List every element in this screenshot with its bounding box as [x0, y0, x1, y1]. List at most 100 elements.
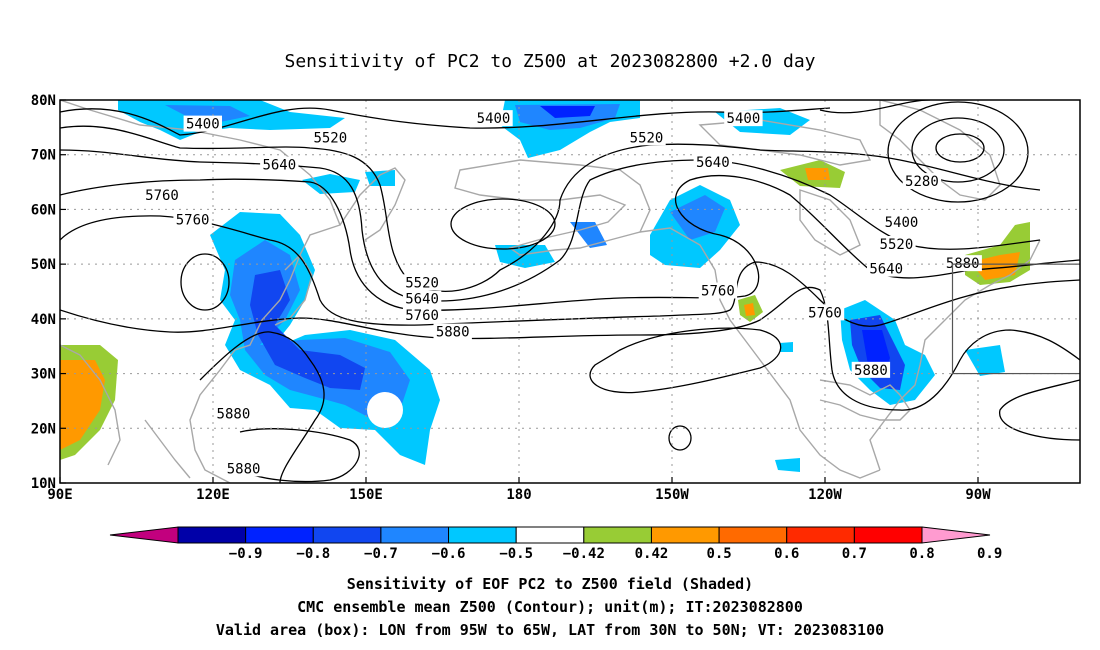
- contour-line: [60, 125, 1041, 293]
- colorbar-swatch: [448, 526, 517, 544]
- coast-asia-east: [60, 100, 341, 483]
- contour-label-bg: [851, 361, 891, 378]
- shade-neg-nwpac-c: [250, 270, 365, 390]
- contour-label-bg: [433, 323, 472, 340]
- contour-label-bg: [173, 211, 212, 228]
- shade-neg-arctic-1b: [165, 105, 250, 122]
- shade-hole: [367, 392, 403, 428]
- colorbar-swatch: [786, 526, 855, 544]
- colorbar-label: −0.42: [563, 546, 605, 562]
- contour-label: 5760: [808, 305, 842, 321]
- contour-label: 5760: [405, 308, 439, 324]
- colorbar-swatch: [853, 526, 923, 544]
- shade-pos-india-b: [60, 360, 105, 450]
- colorbar-label: −0.9: [229, 546, 263, 562]
- contour-low-center: [450, 198, 556, 250]
- coast-kamchatka: [339, 167, 406, 241]
- contour-label-bg: [402, 307, 442, 324]
- lat-tick-label: 80N: [31, 93, 56, 109]
- caption-line-1: Sensitivity of EOF PC2 to Z500 field (Sh…: [347, 575, 753, 593]
- contour-label-bg: [867, 260, 906, 277]
- lat-tick-label: 40N: [31, 312, 56, 328]
- latitude-tick-labels: 10N 20N 30N 40N 50N 60N 70N 80N: [31, 93, 66, 492]
- contour-label-bg: [474, 110, 513, 127]
- shade-neg-midpac-2: [570, 222, 607, 248]
- contour-label-bg: [214, 405, 253, 422]
- colorbar-label: −0.6: [432, 546, 466, 562]
- contour-label: 5880: [217, 407, 251, 423]
- lat-tick-label: 30N: [31, 367, 56, 383]
- shade-pos-nfld-b: [970, 252, 1020, 280]
- contour-label: 5400: [727, 111, 761, 127]
- caption-line-3: Valid area (box): LON from 95W to 65W, L…: [216, 621, 884, 639]
- contour-label: 5400: [885, 215, 919, 231]
- contour-label-bg: [402, 274, 442, 291]
- shade-pos-canada-b: [805, 168, 830, 180]
- contour-label-bg: [142, 186, 182, 203]
- contour-label: 5880: [436, 325, 470, 341]
- lon-tick-label: 150W: [655, 487, 689, 503]
- contour-label-bg: [183, 115, 222, 132]
- contour-label-bg: [877, 235, 916, 252]
- shade-neg-mex: [775, 458, 800, 472]
- colorbar-swatch: [177, 526, 247, 544]
- contour-label: 5520: [880, 237, 914, 253]
- colorbar-label: 0.5: [706, 546, 731, 562]
- contour-label: 5760: [176, 212, 210, 228]
- map-frame: [59, 99, 1081, 484]
- contour-line: [999, 379, 1080, 441]
- lon-tick-label: 120E: [196, 487, 230, 503]
- lat-tick-label: 60N: [31, 202, 56, 218]
- coast-seasia: [144, 419, 191, 479]
- contour-label: 5400: [477, 111, 511, 127]
- colorbar-label: −0.7: [364, 546, 398, 562]
- colorbar-label: 0.7: [842, 546, 867, 562]
- lat-tick-label: 10N: [31, 476, 56, 492]
- z500-contours: [60, 100, 1080, 483]
- contour-label-bg: [627, 129, 666, 146]
- colorbar-label: 0.9: [977, 546, 1002, 562]
- contour-label-bg: [698, 282, 738, 299]
- coast-alaska: [454, 159, 651, 256]
- colorbar-label: −0.8: [296, 546, 330, 562]
- contour-line: [199, 331, 325, 483]
- lon-tick-label: 150E: [349, 487, 383, 503]
- contour-label-bg: [805, 304, 845, 321]
- contour-label: 5880: [854, 363, 888, 379]
- contour-line: [589, 327, 782, 394]
- shade-neg-arctic-2c: [540, 106, 595, 118]
- contour-label-bg: [724, 110, 763, 127]
- coast-india: [60, 344, 121, 466]
- colorbar-label: 0.42: [635, 546, 669, 562]
- contour-line: [60, 107, 831, 136]
- contour-label: 5640: [262, 158, 296, 174]
- contour-label-bg: [311, 129, 350, 146]
- colorbar-swatch: [380, 526, 450, 544]
- contour-label-bg: [224, 460, 263, 477]
- contour-label: 5880: [227, 461, 261, 477]
- colorbar-swatch: [515, 526, 585, 544]
- contour-line: [60, 286, 1080, 411]
- shade-pos-baja-b: [744, 303, 755, 316]
- shade-neg-mex-2: [780, 342, 793, 352]
- contour-label: 5520: [313, 130, 347, 146]
- contour-low-center: [935, 133, 985, 163]
- contour-low-center: [911, 117, 1005, 183]
- shade-neg-midpac: [495, 245, 555, 268]
- colorbar-swatch: [583, 526, 652, 544]
- contour-label: 5520: [405, 275, 439, 291]
- contour-label: 5640: [696, 155, 730, 171]
- colorbar-label: 0.8: [909, 546, 934, 562]
- lat-tick-label: 50N: [31, 257, 56, 273]
- colorbar-swatch: [718, 526, 788, 544]
- contour-label: 5760: [701, 284, 735, 300]
- contour-small: [668, 425, 692, 451]
- shade-neg-atl: [965, 345, 1005, 376]
- colorbar-swatch: [650, 526, 720, 544]
- contour-low-center: [180, 253, 230, 311]
- coast-namerica-west: [639, 227, 881, 479]
- lat-tick-label: 20N: [31, 421, 56, 437]
- contour-line: [239, 428, 360, 483]
- figure-title: Sensitivity of PC2 to Z500 at 2023082800…: [284, 51, 815, 72]
